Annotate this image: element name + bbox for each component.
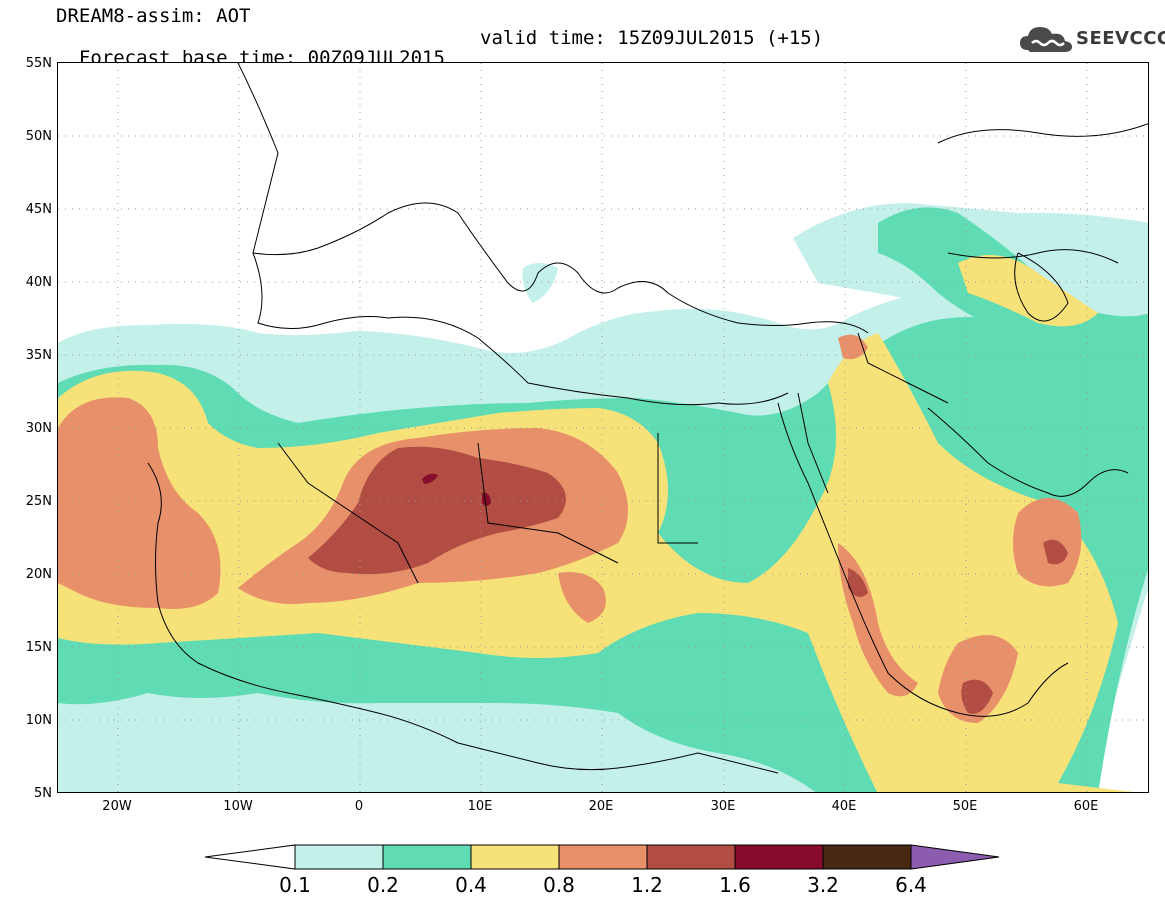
colorbar-segment-2 <box>382 844 472 870</box>
colorbar-labels: 0.1 0.2 0.4 0.8 1.2 1.6 3.2 6.4 <box>0 873 1165 901</box>
lat-label: 50N <box>25 129 52 144</box>
seevccc-logo: SEEVCCC <box>1018 22 1165 56</box>
lon-label: 0 <box>354 799 364 814</box>
colorbar-segment-0 <box>204 844 296 870</box>
logo-text: SEEVCCC <box>1076 28 1165 49</box>
lat-label: 45N <box>25 202 52 217</box>
lon-label: 10W <box>223 799 253 814</box>
lat-label: 30N <box>25 421 52 436</box>
colorbar-label: 0.2 <box>367 873 399 897</box>
colorbar-segment-8 <box>910 844 1000 870</box>
colorbar-label: 3.2 <box>807 873 839 897</box>
colorbar-label: 0.8 <box>543 873 575 897</box>
lat-label: 25N <box>25 494 52 509</box>
colorbar-segment-7 <box>822 844 912 870</box>
colorbar-segment-5 <box>646 844 736 870</box>
colorbar-segment-3 <box>470 844 560 870</box>
lon-label: 50E <box>952 799 978 814</box>
colorbar-segment-4 <box>558 844 648 870</box>
lon-label: 20W <box>102 799 132 814</box>
aot-field <box>58 63 1148 792</box>
lat-label: 40N <box>25 275 52 290</box>
valid-time: valid time: 15Z09JUL2015 (+15) <box>480 27 824 49</box>
lat-label: 5N <box>34 786 52 801</box>
colorbar-label: 0.4 <box>455 873 487 897</box>
colorbar-label: 1.2 <box>631 873 663 897</box>
colorbar-segment-1 <box>294 844 384 870</box>
lon-label: 20E <box>588 799 614 814</box>
colorbar-segment-6 <box>734 844 824 870</box>
cloud-icon <box>1020 27 1072 52</box>
lon-label: 40E <box>831 799 857 814</box>
lat-label: 55N <box>25 56 52 71</box>
lat-label: 15N <box>25 640 52 655</box>
map-title: DREAM8-assim: AOT <box>56 5 251 27</box>
lon-label: 60E <box>1073 799 1099 814</box>
lat-label: 20N <box>25 567 52 582</box>
colorbar-label: 1.6 <box>719 873 751 897</box>
aot-map <box>57 62 1149 793</box>
colorbar-label: 6.4 <box>895 873 927 897</box>
lat-label: 35N <box>25 348 52 363</box>
lon-label: 30E <box>710 799 736 814</box>
lat-label: 10N <box>25 713 52 728</box>
lon-label: 10E <box>467 799 493 814</box>
colorbar-label: 0.1 <box>279 873 311 897</box>
colorbar <box>204 842 1000 872</box>
